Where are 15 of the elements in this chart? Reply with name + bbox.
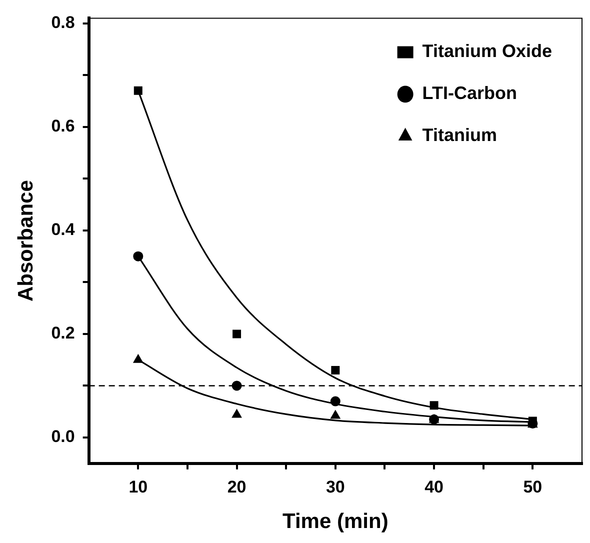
- legend-label: LTI-Carbon: [422, 83, 517, 104]
- legend-label: Titanium Oxide: [422, 41, 552, 62]
- y-tick-label: 0.8: [51, 13, 75, 32]
- y-tick-label: 0.6: [51, 116, 75, 136]
- legend-label: Titanium: [422, 125, 497, 146]
- y-tick-label: 0.0: [51, 427, 75, 446]
- x-tick-label: 10: [128, 477, 148, 496]
- y-tick-label: 0.2: [51, 324, 75, 343]
- y-axis-title: Absorbance: [14, 180, 38, 302]
- x-tick-label: 20: [227, 477, 246, 496]
- x-tick-label: 40: [424, 477, 444, 496]
- x-tick-label: 50: [523, 477, 542, 496]
- y-tick-label: 0.4: [51, 220, 76, 240]
- x-tick-label: 30: [326, 477, 345, 496]
- x-axis-title: Time (min): [282, 510, 388, 534]
